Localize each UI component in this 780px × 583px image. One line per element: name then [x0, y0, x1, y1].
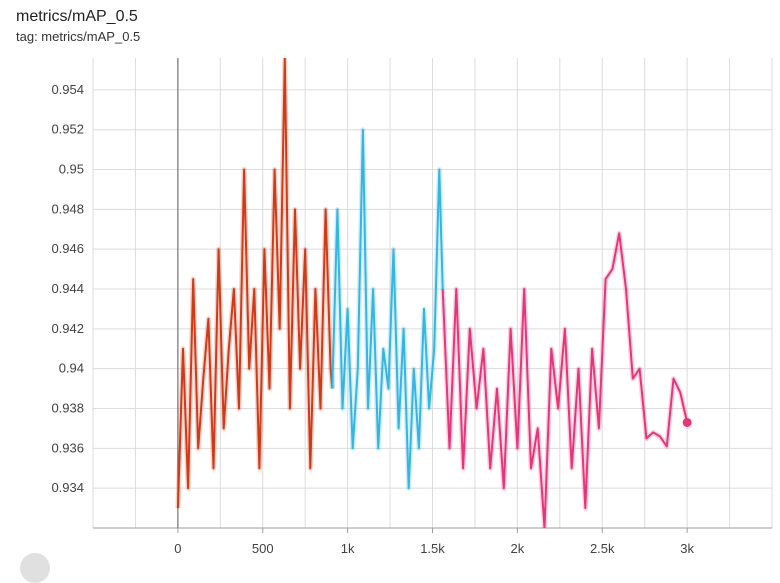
- x-tick-label: 2.5k: [590, 541, 615, 556]
- y-tick-label: 0.944: [51, 281, 84, 296]
- y-tick-label: 0.948: [51, 201, 84, 216]
- series-run2-line: [331, 128, 444, 490]
- x-tick-label: 3k: [680, 541, 694, 556]
- avatar: [20, 553, 50, 583]
- y-tick-label: 0.934: [51, 480, 84, 495]
- x-tick-label: 1.5k: [420, 541, 445, 556]
- x-tick-label: 500: [252, 541, 274, 556]
- line-chart: 0.934 0.936 0.938 0.94 0.942 0.944 0.946 0.948 0…: [51, 58, 773, 556]
- y-tick-label: 0.954: [51, 82, 84, 97]
- y-tick-label: 0.946: [51, 241, 84, 256]
- y-tick-label: 0.95: [59, 162, 84, 177]
- highlight-point: [682, 417, 692, 427]
- series-run3-line: [441, 232, 689, 528]
- y-tick-label: 0.936: [51, 440, 84, 455]
- tick-labels: 0.934 0.936 0.938 0.94 0.942 0.944 0.946 0.948 0…: [51, 82, 694, 556]
- y-tick-label: 0.952: [51, 122, 84, 137]
- series-run1-line: [176, 58, 334, 509]
- y-tick-label: 0.938: [51, 401, 84, 416]
- series-layer: [175, 58, 692, 528]
- card-tag: tag: metrics/mAP_0.5: [16, 29, 141, 44]
- grid-layer: [92, 58, 773, 528]
- card-title: metrics/mAP_0.5: [16, 8, 138, 25]
- y-tick-label: 0.94: [59, 361, 84, 376]
- axis-layer: [93, 58, 772, 533]
- x-tick-label: 0: [174, 541, 181, 556]
- y-tick-label: 0.942: [51, 321, 84, 336]
- series-run2-raw: [329, 127, 446, 491]
- x-tick-label: 2k: [511, 541, 525, 556]
- x-tick-label: 1k: [341, 541, 355, 556]
